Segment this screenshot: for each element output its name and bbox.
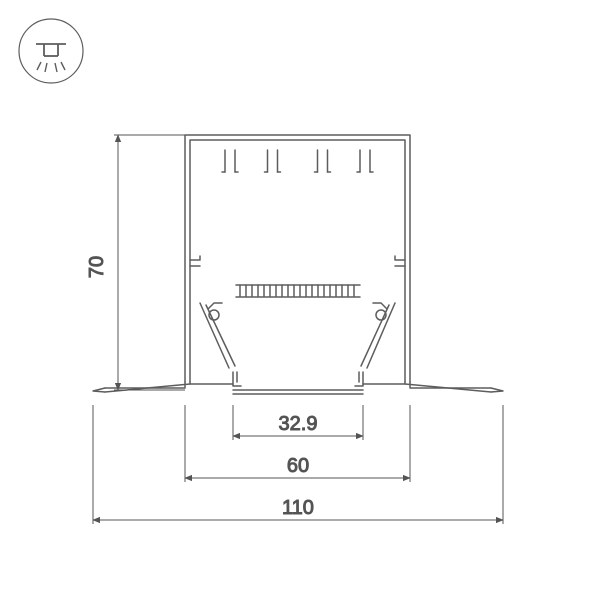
dimension-label: 32.9 — [279, 413, 318, 435]
mounting-type-icon — [19, 19, 83, 83]
profile-cross-section — [93, 135, 503, 394]
dimension-label: 60 — [287, 455, 309, 477]
dimensions: 70 32.9 60 110 — [86, 135, 503, 524]
dimension-opening_32_9: 32.9 — [233, 405, 363, 440]
dimension-label: 110 — [282, 497, 314, 519]
dimension-label: 70 — [86, 256, 108, 278]
dimension-height_70: 70 — [86, 135, 185, 390]
